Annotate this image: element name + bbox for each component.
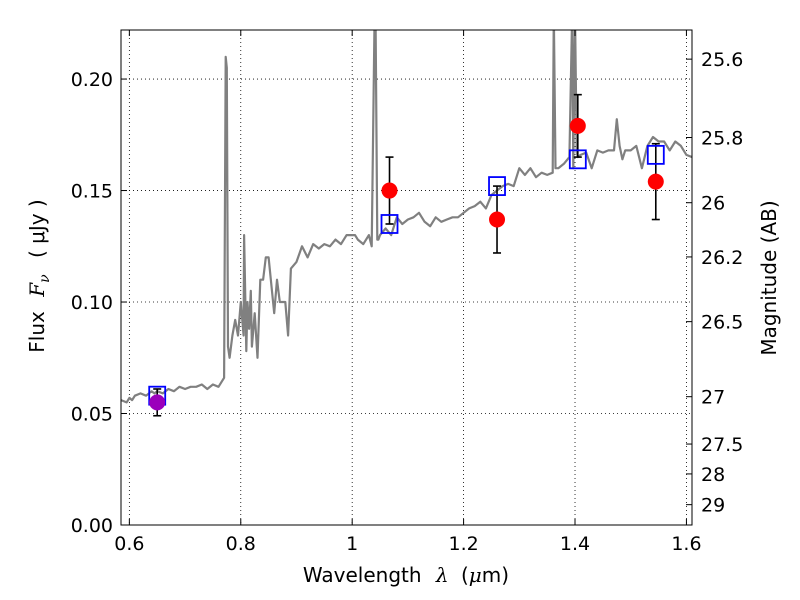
- observed-point: [149, 394, 166, 411]
- mag-tick-label: 25.8: [701, 128, 743, 150]
- x-tick-label: 1.6: [671, 533, 701, 555]
- x-tick-label: 0.6: [114, 533, 144, 555]
- mag-tick-label: 27.5: [701, 434, 743, 456]
- x-axis-label-unit-open: (: [461, 563, 469, 587]
- data-points: [148, 93, 665, 417]
- x-tick-label: 1.4: [560, 533, 590, 555]
- y-axis-label: Flux Fν ( μJy ): [25, 199, 54, 352]
- observed-point: [647, 173, 664, 190]
- x-tick-label: 1.2: [448, 533, 478, 555]
- plot-background: [121, 30, 692, 525]
- model-point-box: [380, 214, 399, 234]
- y-tick-label: 0.10: [71, 292, 113, 314]
- mag-tick-label: 26.5: [701, 312, 743, 334]
- sed-model-line: [121, 30, 692, 404]
- x-axis-label-unit-rest: m): [482, 563, 509, 587]
- x-axis-label: Wavelength λ (μm): [303, 563, 509, 587]
- plot-frame: [120, 29, 693, 526]
- mag-tick-label: 26: [701, 193, 725, 215]
- y-axis-label-unit: ( μJy ): [25, 199, 49, 258]
- observed-point: [381, 182, 398, 199]
- y-axis-label-subscript: ν: [37, 274, 53, 283]
- model-point-box: [488, 176, 506, 196]
- mag-tick-label: 28: [701, 464, 725, 486]
- observed-point: [569, 117, 586, 134]
- axis-ticks: 0.6 0.8 1 1.2 1.4 1.6 0.00 0.05 0.10 0.15 0.20 25.6…: [71, 30, 743, 555]
- y-axis-label-prefix: Flux: [25, 311, 49, 353]
- mag-tick-label: 27: [701, 387, 725, 409]
- mag-tick-label: 25.6: [701, 49, 743, 71]
- x-axis-label-unit-mu: μ: [469, 563, 482, 587]
- y-tick-label: 0.05: [71, 404, 113, 426]
- model-point-box: [646, 144, 665, 165]
- observed-point: [489, 211, 506, 228]
- x-axis-label-prefix: Wavelength: [303, 563, 422, 587]
- grid: [121, 30, 692, 526]
- model-point-box: [568, 149, 587, 170]
- y-tick-label: 0.15: [71, 181, 113, 203]
- x-tick-label: 1: [346, 533, 358, 555]
- y-tick-label: 0.20: [71, 69, 113, 91]
- x-tick-label: 0.8: [226, 533, 256, 555]
- y2-axis-label: Magnitude (AB): [757, 200, 781, 355]
- x-axis-label-symbol: λ: [435, 563, 449, 587]
- mag-tick-label: 26.2: [701, 247, 743, 269]
- y-axis-label-symbol: F: [25, 282, 49, 298]
- mag-tick-label: 29: [701, 495, 725, 517]
- y-tick-label: 0.00: [71, 515, 113, 537]
